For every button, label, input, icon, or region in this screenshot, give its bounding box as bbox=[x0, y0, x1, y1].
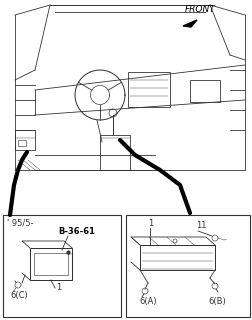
Bar bbox=[128, 72, 169, 107]
Bar bbox=[125, 215, 249, 317]
Text: 1: 1 bbox=[147, 219, 153, 228]
Text: 6(C): 6(C) bbox=[10, 291, 28, 300]
Bar bbox=[3, 215, 120, 317]
Text: 1: 1 bbox=[56, 283, 61, 292]
Text: 6(A): 6(A) bbox=[138, 297, 156, 306]
Text: 6(B): 6(B) bbox=[207, 297, 225, 306]
Bar bbox=[30, 248, 72, 280]
Bar bbox=[139, 245, 214, 270]
Polygon shape bbox=[182, 20, 196, 27]
Text: 11: 11 bbox=[195, 221, 206, 230]
Text: FRONT: FRONT bbox=[184, 5, 215, 14]
Bar bbox=[34, 253, 68, 275]
Text: ' 95/5-: ' 95/5- bbox=[7, 218, 33, 227]
Bar bbox=[189, 80, 219, 102]
Bar bbox=[18, 140, 26, 146]
Text: B-36-61: B-36-61 bbox=[58, 227, 94, 236]
